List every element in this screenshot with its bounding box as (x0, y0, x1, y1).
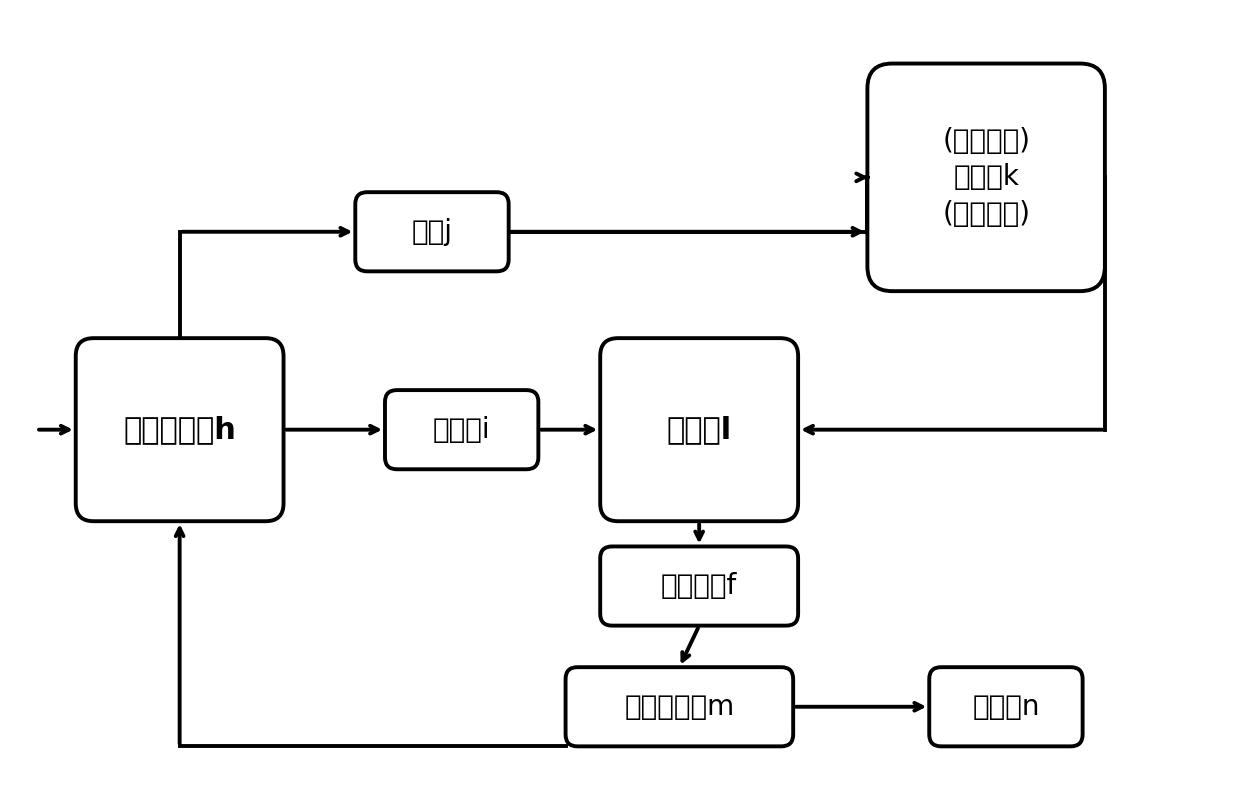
FancyBboxPatch shape (76, 338, 284, 521)
FancyBboxPatch shape (565, 667, 794, 746)
Text: 电阻j: 电阻j (412, 218, 453, 246)
FancyBboxPatch shape (356, 193, 508, 272)
FancyBboxPatch shape (384, 390, 538, 469)
Text: 计算机l: 计算机l (667, 415, 732, 444)
Text: (控制部分)
控制卡k
(采集部分): (控制部分) 控制卡k (采集部分) (942, 126, 1030, 229)
Text: 计时器n: 计时器n (972, 693, 1039, 721)
FancyBboxPatch shape (868, 64, 1105, 291)
Text: 探测器i: 探测器i (433, 415, 491, 443)
FancyBboxPatch shape (600, 547, 799, 626)
FancyBboxPatch shape (600, 338, 799, 521)
Text: 本机振荡器m: 本机振荡器m (624, 693, 734, 721)
Text: 伺服控制f: 伺服控制f (661, 572, 738, 600)
Text: 喷泉原子钟h: 喷泉原子钟h (123, 415, 236, 444)
FancyBboxPatch shape (929, 667, 1083, 746)
